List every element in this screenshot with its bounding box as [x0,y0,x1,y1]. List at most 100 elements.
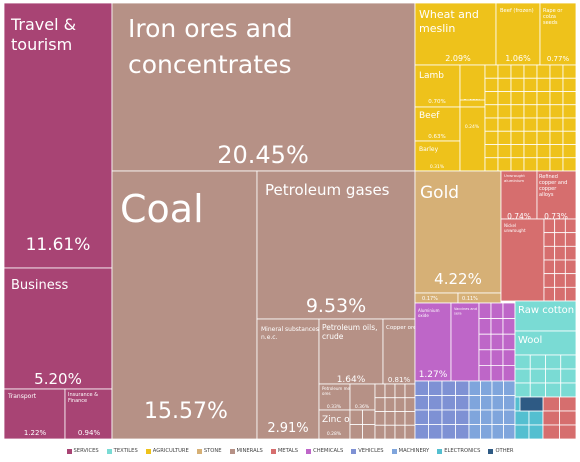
small-tile [394,397,406,412]
tile-nickel-label: unwrought [504,228,526,233]
small-tile [543,286,556,302]
small-tile [441,409,456,425]
small-tile [362,409,376,425]
small-tile [503,424,516,440]
small-tile [414,409,429,425]
small-tile [497,104,512,119]
tile-travel-tourism-value: 11.61% [26,235,91,255]
small-tile [523,104,538,119]
small-tile [559,424,577,440]
tile-refined-copper-label: copper and [539,180,567,186]
tile-rape-colza-label: colza [543,14,556,20]
legend-swatch [488,448,494,454]
tile-travel-tourism-label: Travel & [10,15,76,34]
small-tile [510,157,525,172]
small-tile [484,117,499,132]
small-tile [523,144,538,159]
tile-refined-copper-label: Refined [539,174,558,180]
small-tile [562,130,577,145]
small-tile [491,395,504,411]
legend-item-electronics: ELECTRONICS [437,448,480,454]
small-tile [478,302,492,320]
small-tile [523,91,538,106]
small-tile [562,104,577,119]
small-tile [497,130,512,145]
tile-mineral-substances-value: 2.91% [267,421,308,436]
small-tile [562,91,577,106]
tile-coal-value: 15.57% [144,399,228,424]
small-tile [484,157,499,172]
small-tile [394,424,406,440]
small-tile [349,424,363,440]
small-tile [468,395,481,411]
small-tile [503,409,516,425]
legend-swatch [437,448,443,454]
small-tile [564,273,577,288]
small-tile [514,410,530,426]
legend-swatch [229,448,235,454]
tile-aluminium-oxide-label: oxide [418,313,429,318]
small-tile [480,409,493,425]
small-tile [564,286,577,302]
chart-legend: SERVICES TEXTILES AGRICULTURE STONE MINERALS… [0,444,580,458]
small-tile [384,411,396,426]
small-tile [536,130,551,145]
small-tile [491,424,504,440]
small-tile [374,424,386,440]
small-tile [497,64,512,79]
small-tile [542,410,560,426]
small-tile [497,91,512,106]
small-tile [484,104,499,119]
tile-wool-label: Wool [518,335,542,346]
tile-lamb-label: Lamb [419,71,444,81]
small-tile [564,245,577,261]
tile-mineral-substances [256,318,320,440]
tile-refined-copper-label: copper [539,186,557,192]
tile-small-value: 0.11% [462,296,478,302]
small-tile [519,396,544,412]
tile-gold-value: 4.22% [434,270,482,288]
tile-nickel-value: 0.74% [507,212,531,221]
small-tile [404,383,416,399]
small-tile [491,409,504,425]
small-tile [484,77,499,92]
small-tile [349,383,376,411]
legend-item-minerals: MINERALS [229,448,263,454]
small-tile [523,117,538,132]
tile-small-value: 0.33% [327,404,342,410]
small-tile [497,77,512,92]
tile-small-value: 0.17% [422,296,438,302]
small-tile [543,232,556,247]
small-tile [441,395,456,411]
small-tile [484,91,499,106]
small-tile [554,218,566,234]
small-tile [542,396,560,412]
small-tile [523,157,538,172]
tile-transport-label: Transport [7,393,37,400]
small-tile [428,409,443,425]
small-tile [404,411,416,426]
small-tile [514,354,531,370]
small-tile [536,104,551,119]
tile-unwrought-aluminium-label: aluminium [504,178,524,183]
legend-swatch [66,448,72,454]
legend-label: ELECTRONICS [444,448,481,454]
tile-nickel-label: Nickel [504,223,516,228]
legend-label: MACHINERY [398,448,430,454]
tile-petroleum-gases-value: 9.53% [306,295,366,317]
small-tile [455,409,470,425]
tile-iron-ores-label: Iron ores and [128,14,293,43]
tile-wine [459,99,486,108]
tile-refined-copper [536,170,577,220]
small-tile [459,106,486,172]
tile-iron-ores-label: concentrates [128,50,291,79]
small-tile [478,349,492,366]
small-tile [545,354,562,370]
small-tile [543,245,556,261]
small-tile [514,368,531,384]
small-tile [394,383,406,399]
small-tile [510,77,525,92]
tile-raw-cotton [514,300,577,332]
tile-beef-frozen-label: Beef (frozen) [500,8,534,14]
small-tile [497,117,512,132]
